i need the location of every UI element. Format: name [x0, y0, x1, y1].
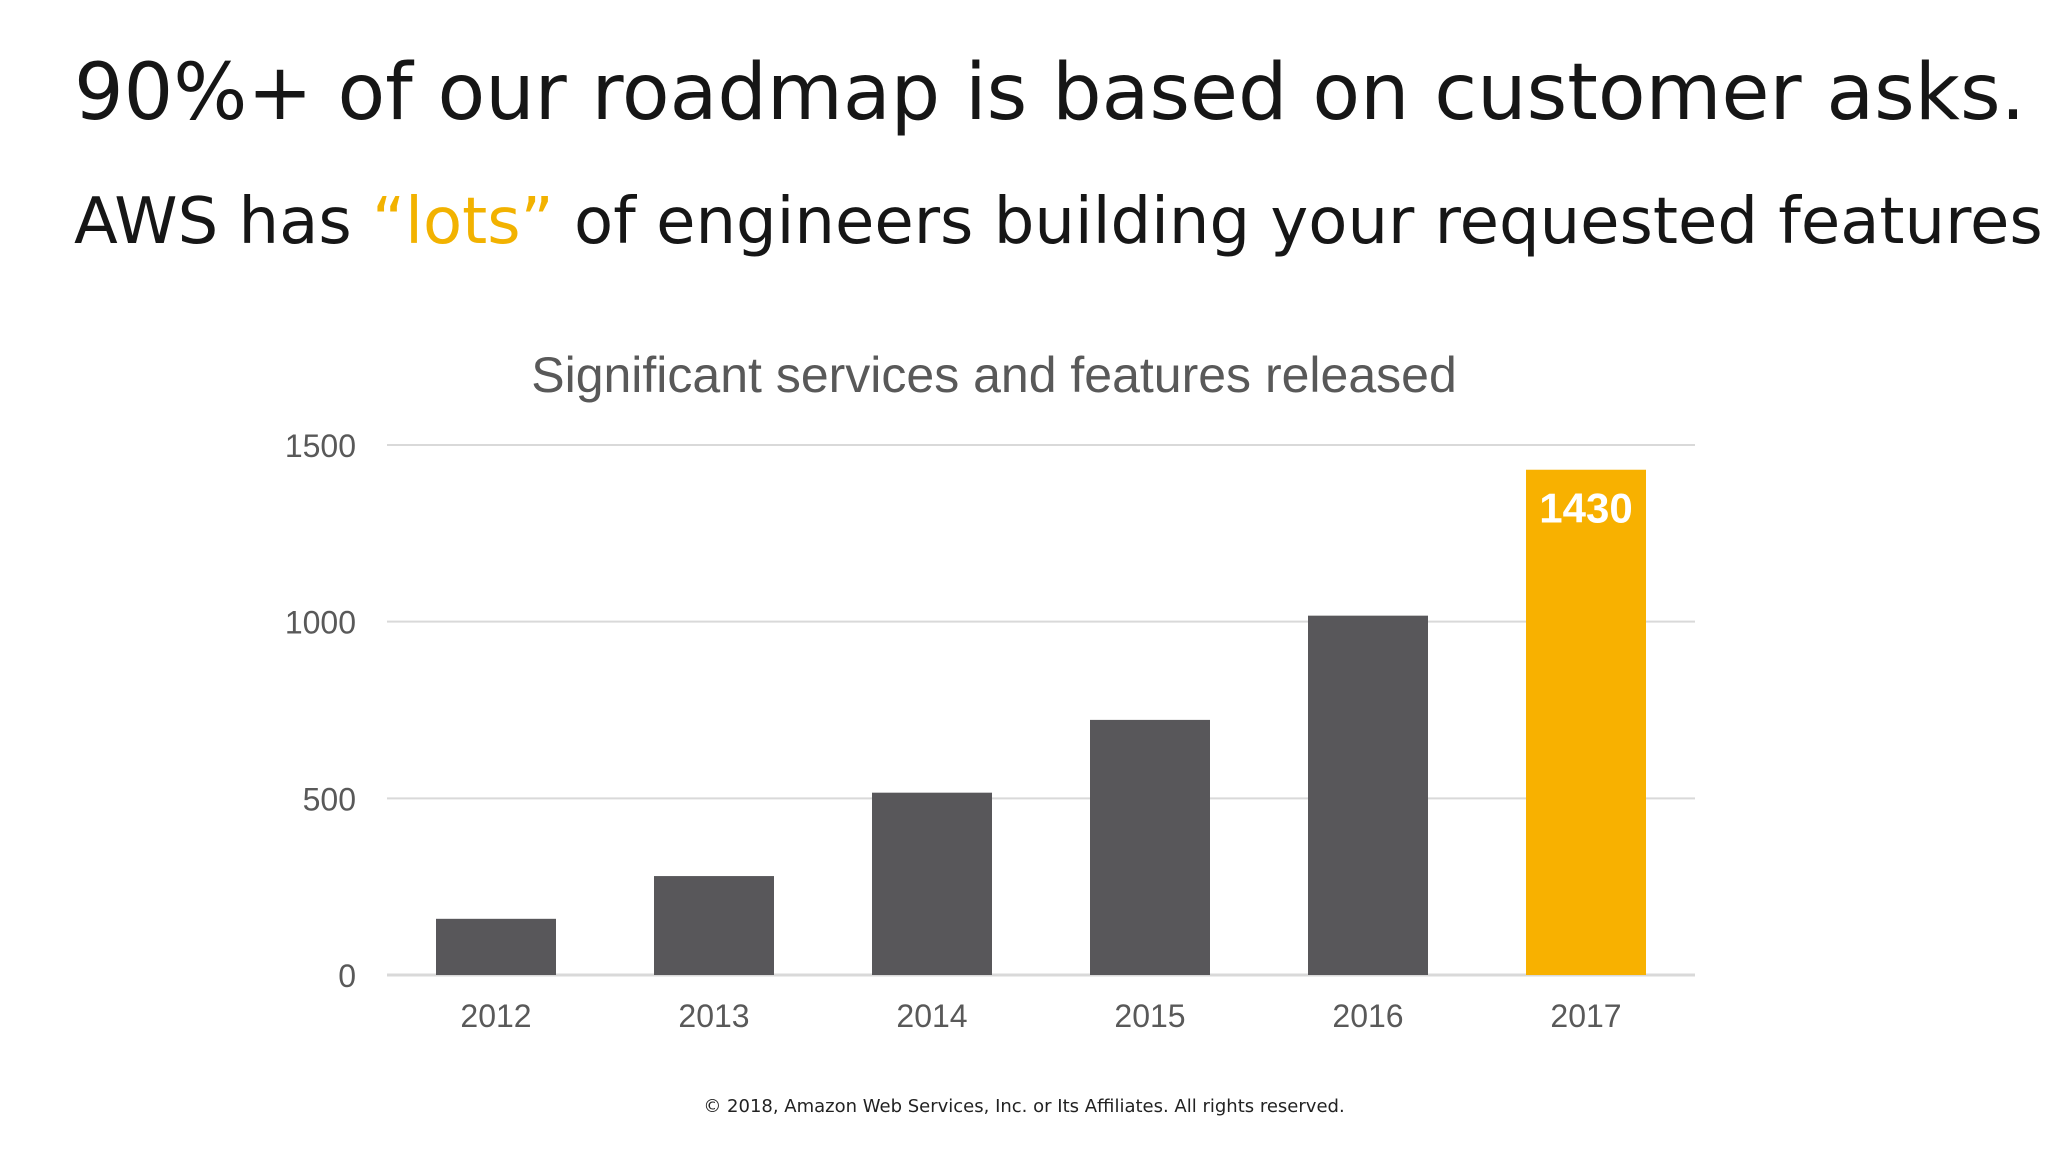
x-tick-label: 2016: [1332, 998, 1403, 1034]
slide-subhead: AWS has “lots” of engineers building you…: [74, 185, 2043, 259]
bar-2016: [1308, 615, 1428, 975]
data-label: 1430: [1539, 485, 1632, 532]
y-tick-label: 1500: [285, 428, 356, 464]
chart-data-labels: 1430: [1539, 485, 1632, 532]
chart-gridlines: [387, 444, 1695, 977]
bar-2017: [1526, 469, 1646, 975]
copyright-footer: © 2018, Amazon Web Services, Inc. or Its…: [703, 1096, 1345, 1117]
chart-bars: [436, 469, 1646, 975]
x-tick-label: 2015: [1114, 998, 1185, 1034]
y-tick-label: 500: [303, 781, 356, 817]
subhead-text-after: of engineers building your requested fea…: [553, 185, 2043, 259]
chart-y-axis: 0 500 1000 1500: [285, 428, 356, 994]
chart-title: Significant services and features releas…: [531, 347, 1457, 403]
x-tick-label: 2014: [896, 998, 967, 1034]
x-tick-label: 2017: [1550, 998, 1621, 1034]
slide-headline: 90%+ of our roadmap is based on customer…: [74, 48, 2026, 138]
bar-2013: [654, 876, 774, 975]
bar-2014: [872, 792, 992, 975]
chart-x-axis: 2012 2013 2014 2015 2016 2017: [460, 998, 1621, 1034]
x-tick-label: 2013: [678, 998, 749, 1034]
bar-2015: [1090, 719, 1210, 975]
subhead-accent-text: “lots”: [372, 185, 554, 259]
y-tick-label: 0: [338, 958, 356, 994]
x-tick-label: 2012: [460, 998, 531, 1034]
y-tick-label: 1000: [285, 605, 356, 641]
subhead-text-before: AWS has: [74, 185, 372, 259]
bar-2012: [436, 918, 556, 975]
